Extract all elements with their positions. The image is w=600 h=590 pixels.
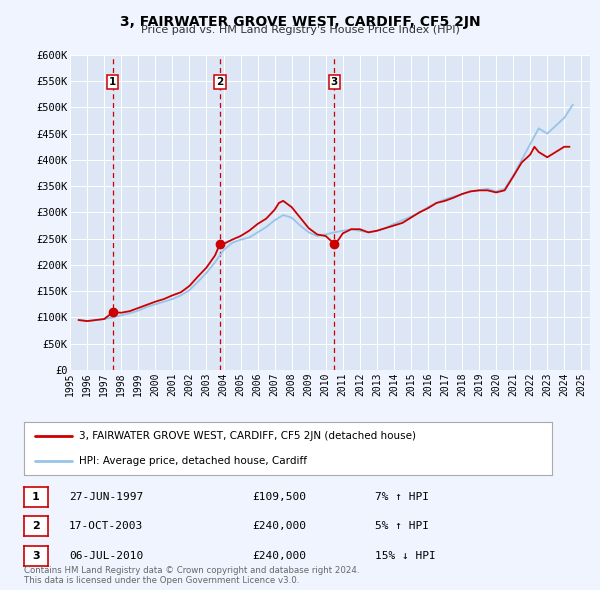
- Text: 06-JUL-2010: 06-JUL-2010: [69, 551, 143, 560]
- Text: HPI: Average price, detached house, Cardiff: HPI: Average price, detached house, Card…: [79, 455, 307, 466]
- Text: 3, FAIRWATER GROVE WEST, CARDIFF, CF5 2JN (detached house): 3, FAIRWATER GROVE WEST, CARDIFF, CF5 2J…: [79, 431, 416, 441]
- Text: 7% ↑ HPI: 7% ↑ HPI: [375, 492, 429, 502]
- Text: 1: 1: [32, 492, 40, 502]
- Text: Price paid vs. HM Land Registry's House Price Index (HPI): Price paid vs. HM Land Registry's House …: [140, 25, 460, 35]
- Text: £109,500: £109,500: [252, 492, 306, 502]
- Text: 15% ↓ HPI: 15% ↓ HPI: [375, 551, 436, 560]
- Text: 3: 3: [331, 77, 338, 87]
- Text: 17-OCT-2003: 17-OCT-2003: [69, 522, 143, 531]
- Text: £240,000: £240,000: [252, 522, 306, 531]
- Text: 5% ↑ HPI: 5% ↑ HPI: [375, 522, 429, 531]
- Text: 3, FAIRWATER GROVE WEST, CARDIFF, CF5 2JN: 3, FAIRWATER GROVE WEST, CARDIFF, CF5 2J…: [119, 15, 481, 29]
- Text: 2: 2: [217, 77, 224, 87]
- Text: 27-JUN-1997: 27-JUN-1997: [69, 492, 143, 502]
- Text: £240,000: £240,000: [252, 551, 306, 560]
- Text: 2: 2: [32, 522, 40, 531]
- Text: 3: 3: [32, 551, 40, 560]
- Text: 1: 1: [109, 77, 116, 87]
- Text: Contains HM Land Registry data © Crown copyright and database right 2024.
This d: Contains HM Land Registry data © Crown c…: [24, 566, 359, 585]
